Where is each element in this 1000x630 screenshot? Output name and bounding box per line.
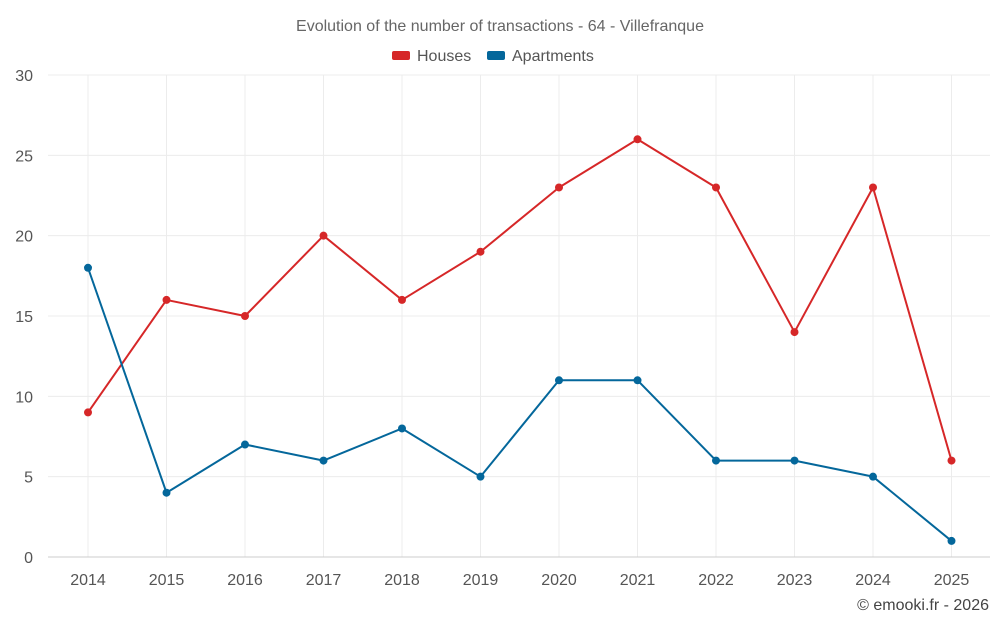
data-point-houses[interactable]: [869, 183, 877, 192]
data-point-houses[interactable]: [84, 408, 92, 417]
x-tick-label: 2023: [777, 572, 813, 589]
y-tick-label: 10: [15, 389, 33, 406]
data-point-apartments[interactable]: [790, 456, 799, 465]
data-point-houses[interactable]: [476, 247, 485, 256]
data-point-apartments[interactable]: [162, 488, 171, 497]
y-tick-label: 20: [15, 229, 33, 246]
data-point-houses[interactable]: [947, 456, 956, 465]
data-point-apartments[interactable]: [84, 263, 92, 272]
data-point-houses[interactable]: [712, 183, 720, 192]
legend-item-apartments[interactable]: Apartments: [487, 48, 594, 65]
legend-swatch-apartments: [487, 51, 505, 60]
series-apartments: [84, 263, 956, 545]
series: [84, 135, 956, 545]
x-tick-label: 2018: [384, 572, 420, 589]
data-point-houses[interactable]: [790, 328, 799, 337]
credit-text: © emooki.fr - 2026: [857, 597, 989, 614]
data-point-houses[interactable]: [241, 312, 249, 320]
x-tick-label: 2024: [855, 572, 891, 589]
x-tick-label: 2015: [149, 572, 185, 589]
data-point-houses[interactable]: [633, 135, 642, 144]
y-tick-label: 25: [15, 148, 33, 165]
grid: [48, 74, 990, 557]
data-point-apartments[interactable]: [398, 424, 406, 433]
legend: Houses Apartments: [392, 48, 594, 65]
data-point-houses[interactable]: [319, 231, 328, 240]
x-tick-label: 2021: [620, 572, 656, 589]
data-point-apartments[interactable]: [869, 472, 877, 481]
x-tick-label: 2016: [227, 572, 263, 589]
data-point-apartments[interactable]: [476, 472, 485, 481]
data-point-apartments[interactable]: [633, 376, 642, 385]
data-point-houses[interactable]: [398, 295, 406, 304]
x-tick-label: 2019: [463, 572, 499, 589]
y-tick-label: 0: [24, 550, 33, 567]
x-tick-label: 2014: [70, 572, 106, 589]
legend-swatch-houses: [392, 51, 410, 60]
series-houses: [84, 135, 956, 465]
y-tick-label: 5: [24, 470, 33, 487]
x-tick-label: 2017: [306, 572, 342, 589]
data-point-apartments[interactable]: [319, 456, 328, 465]
series-line-houses: [87, 138, 953, 461]
chart-title: Evolution of the number of transactions …: [296, 18, 704, 35]
data-point-houses[interactable]: [162, 295, 171, 304]
y-tick-label: 15: [15, 309, 33, 326]
x-tick-label: 2020: [541, 572, 577, 589]
data-point-houses[interactable]: [555, 183, 563, 192]
x-tick-label: 2022: [698, 572, 734, 589]
data-point-apartments[interactable]: [712, 456, 720, 465]
data-point-apartments[interactable]: [241, 440, 249, 449]
legend-label-houses: Houses: [417, 48, 471, 65]
data-point-apartments[interactable]: [555, 376, 563, 385]
legend-label-apartments: Apartments: [512, 48, 594, 65]
x-tick-label: 2025: [934, 572, 970, 589]
y-tick-label: 30: [15, 68, 33, 85]
series-line-apartments: [87, 267, 953, 542]
data-point-apartments[interactable]: [947, 536, 956, 545]
legend-item-houses[interactable]: Houses: [392, 48, 471, 65]
